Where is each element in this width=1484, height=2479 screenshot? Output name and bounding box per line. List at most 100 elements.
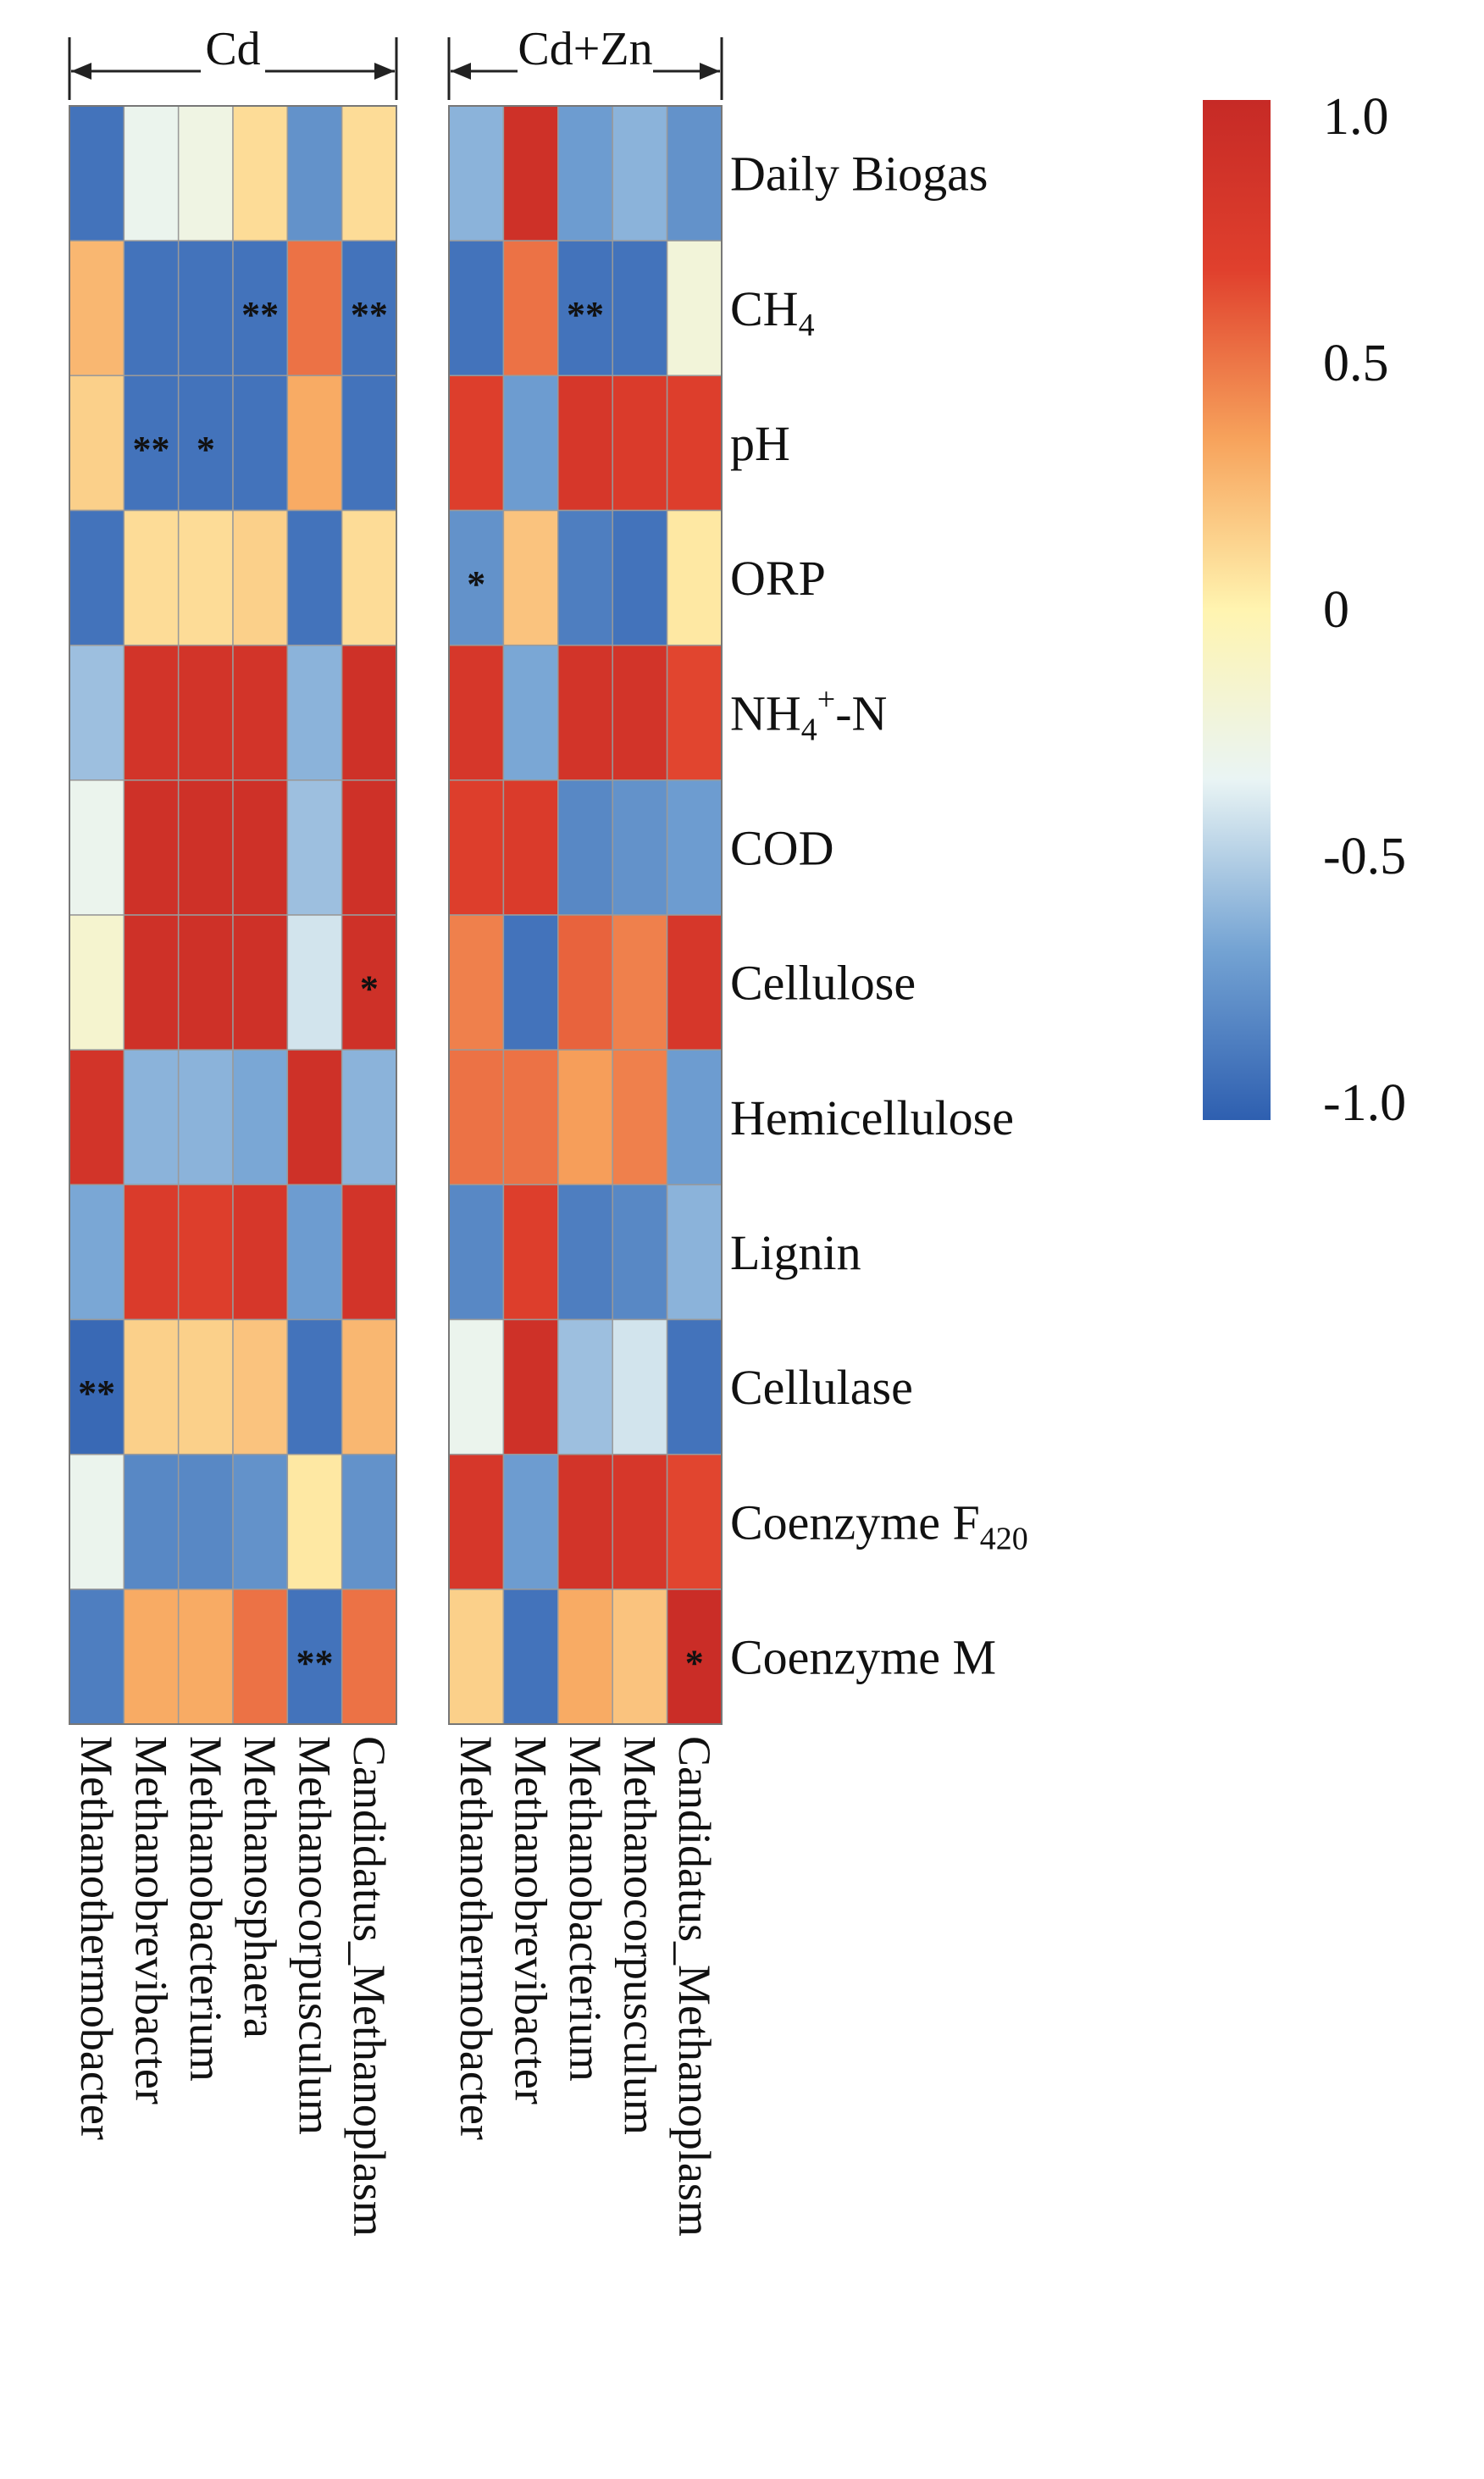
heatmap-cell: [123, 1589, 180, 1725]
heatmap-cell: [232, 1589, 289, 1725]
heatmap-cell: [177, 1184, 234, 1321]
colorbar-tick-label: 0: [1323, 581, 1349, 639]
heatmap-cell: [69, 1184, 125, 1321]
heatmap-cell: [177, 1589, 234, 1725]
heatmap-cell: [666, 779, 723, 916]
heatmap-cell: [232, 374, 289, 512]
heatmap-cell: [557, 1589, 613, 1725]
heatmap-cell: [69, 105, 125, 241]
heatmap-cell: [557, 644, 613, 781]
panel-cd-zn: Cd+Zn****Methanothermobacter Methanobrevi…: [447, 23, 723, 2237]
significance-mark: **: [567, 294, 604, 336]
heatmap-cell: [612, 105, 668, 241]
column-label: Candidatus_Methanoplasm: [344, 1736, 395, 2237]
heatmap-cell: [232, 914, 289, 1051]
colorbar: 1.0 0.5 0 -0.5 -1.0: [1203, 88, 1406, 1132]
heatmap-cell: [502, 1318, 559, 1456]
heatmap-cell: [666, 240, 723, 377]
heatmap-cell: [666, 1453, 723, 1590]
column-labels: Methanothermobacter Methanobrevibacter Met…: [71, 1736, 395, 2237]
heatmap-cell: [177, 644, 234, 781]
colorbar-tick-label: -1.0: [1323, 1074, 1406, 1132]
heatmap-cell: [69, 1453, 125, 1590]
heatmap-cell: [177, 374, 234, 512]
heatmap-cell: [612, 1318, 668, 1456]
heatmap-cell: [666, 1184, 723, 1321]
heatmap-cell: [69, 644, 125, 781]
row-label-daily_biogas: Daily Biogas: [730, 147, 988, 202]
heatmap-cell: [286, 105, 343, 241]
heatmap-cell: [502, 1049, 559, 1186]
heatmap-cell: [666, 914, 723, 1051]
heatmap-cell: [557, 1318, 613, 1456]
heatmap-cell: [69, 240, 125, 377]
heatmap-cell: [448, 644, 505, 781]
significance-mark: *: [467, 563, 485, 605]
heatmap-cell: [123, 1184, 180, 1321]
heatmap-cell: [341, 1453, 397, 1590]
bracket-right-arrow: [700, 63, 720, 80]
column-label: Methanobacterium: [560, 1736, 611, 2082]
heatmap-cell: [341, 1589, 397, 1725]
heatmap-cell: [612, 1589, 668, 1725]
column-label: Methanocorpusculum: [614, 1736, 665, 2135]
heatmap-cell: [612, 914, 668, 1051]
heatmap-cell: [448, 1318, 505, 1456]
heatmap-cell: [666, 1589, 723, 1725]
heatmap-cell: [69, 1049, 125, 1186]
heatmap-cell: [557, 1453, 613, 1590]
significance-mark: **: [351, 294, 388, 336]
heatmap-cell: [177, 1453, 234, 1590]
significance-mark: *: [685, 1642, 704, 1683]
heatmap-cell: [448, 779, 505, 916]
heatmap-cell: [177, 1049, 234, 1186]
colorbar-tick-label: -0.5: [1323, 828, 1406, 885]
heatmap-cell: [341, 1184, 397, 1321]
heatmap-cell: [612, 644, 668, 781]
heatmap-cell: [502, 914, 559, 1051]
heatmap-cell: [69, 779, 125, 916]
panel-title: Cd+Zn: [518, 23, 652, 75]
heatmap-cell: [341, 1049, 397, 1186]
heatmap-cell: [448, 105, 505, 241]
significance-mark: **: [133, 429, 170, 470]
heatmap-cell: [448, 509, 505, 646]
colorbar-tick-label: 1.0: [1323, 88, 1389, 146]
row-label-ph: pH: [730, 416, 790, 471]
significance-mark: *: [360, 968, 379, 1010]
heatmap-cell: [69, 914, 125, 1051]
panel-title-backdrop: [518, 49, 653, 86]
heatmap-cell: [286, 779, 343, 916]
heatmap-cell: [557, 509, 613, 646]
column-label: Methanothermobacter: [71, 1736, 122, 2140]
heatmap-cell: [123, 1049, 180, 1186]
heatmap-cell: [502, 240, 559, 377]
row-label-nh4n: NH4+-N: [730, 681, 887, 747]
colorbar-tick-label: 0.5: [1323, 335, 1389, 392]
row-label-lignin: Lignin: [730, 1225, 861, 1280]
row-label-cod: COD: [730, 820, 833, 875]
heatmap-cell: [232, 1184, 289, 1321]
heatmap-cell: [286, 1589, 343, 1725]
heatmap-cell: [502, 644, 559, 781]
panel-header: Cd: [68, 23, 398, 100]
heatmap-cell: [232, 644, 289, 781]
heatmap-cell: [123, 779, 180, 916]
row-label-cellulose: Cellulose: [730, 956, 916, 1011]
heatmap-cell: [123, 105, 180, 241]
heatmap-cell: [341, 374, 397, 512]
column-label: Methanocorpusculum: [290, 1736, 341, 2135]
column-label: Methanothermobacter: [451, 1736, 501, 2140]
heatmap-cell: [286, 374, 343, 512]
heatmap-cell: [123, 914, 180, 1051]
heatmap-cell: [69, 1318, 125, 1456]
heatmap-cell: [341, 779, 397, 916]
heatmap-cell: [666, 509, 723, 646]
column-label: Methanobacterium: [180, 1736, 231, 2082]
bracket-left-arrow: [71, 63, 91, 80]
heatmap-cell: [341, 105, 397, 241]
heatmap-cell: [232, 779, 289, 916]
panel-header: Cd+Zn: [447, 23, 723, 100]
heatmap-cell: [557, 914, 613, 1051]
